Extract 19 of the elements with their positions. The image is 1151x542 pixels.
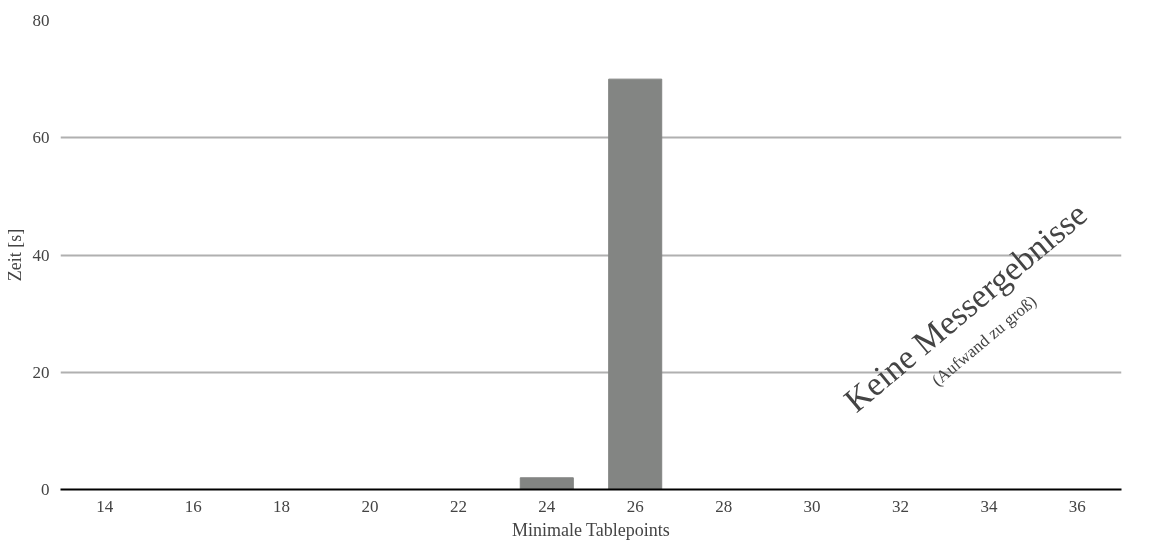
y-tick-label: 20 (32, 362, 50, 382)
x-tick-label: 24 (538, 496, 556, 516)
y-tick-label: 0 (41, 480, 50, 499)
x-tick-label: 26 (626, 496, 644, 516)
x-tick-label: 16 (184, 496, 202, 516)
x-tick-label: 30 (803, 496, 821, 516)
x-tick-label: 28 (715, 496, 733, 516)
x-tick-label: 34 (980, 496, 998, 516)
y-axis-title: Zeit [s] (4, 228, 25, 282)
x-tick-label: 14 (96, 496, 114, 516)
x-tick-label: 22 (449, 496, 467, 516)
x-tick-label: 18 (273, 496, 291, 516)
x-tick-label: 20 (361, 496, 379, 516)
y-tick-label: 60 (32, 128, 50, 148)
y-tick-label: 40 (32, 245, 50, 265)
x-tick-label: 32 (891, 496, 909, 516)
x-tick-label: 36 (1068, 496, 1086, 516)
x-axis-title: Minimale Tablepoints (511, 519, 670, 540)
y-tick-label: 80 (32, 11, 50, 30)
